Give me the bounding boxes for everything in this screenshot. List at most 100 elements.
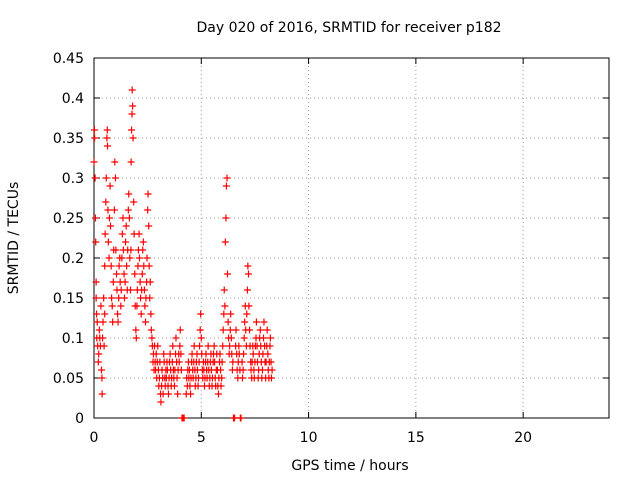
data-point — [123, 262, 131, 270]
data-point — [226, 342, 234, 350]
data-point — [177, 366, 185, 374]
data-point — [118, 230, 126, 238]
y-tick-label: 0.25 — [53, 211, 84, 227]
data-point — [219, 326, 227, 334]
data-point — [111, 174, 119, 182]
data-point — [143, 254, 151, 262]
data-point — [237, 414, 245, 422]
data-point — [196, 342, 204, 350]
data-point — [241, 318, 249, 326]
data-point — [146, 294, 154, 302]
data-point — [120, 270, 128, 278]
y-tick-label: 0 — [75, 411, 84, 427]
data-point — [223, 270, 231, 278]
data-point — [92, 294, 100, 302]
data-point — [102, 174, 110, 182]
y-axis-label: SRMTID / TECUs — [6, 182, 22, 295]
data-point — [105, 214, 113, 222]
data-point — [103, 126, 111, 134]
x-axis-label: GPS time / hours — [291, 458, 408, 474]
data-point — [93, 310, 101, 318]
data-point — [114, 310, 122, 318]
chart-title: Day 020 of 2016, SRMTID for receiver p18… — [196, 20, 501, 36]
x-tick-label: 10 — [300, 430, 318, 446]
data-point — [227, 334, 235, 342]
data-point — [144, 206, 152, 214]
y-tick-label: 0.15 — [53, 291, 84, 307]
x-tick-label: 5 — [197, 430, 206, 446]
data-point — [128, 86, 136, 94]
y-tick-label: 0.4 — [62, 91, 84, 107]
data-point — [244, 262, 252, 270]
data-point — [170, 382, 178, 390]
data-point — [129, 134, 137, 142]
data-point — [221, 302, 229, 310]
data-points — [90, 86, 276, 422]
data-point — [173, 374, 181, 382]
data-point — [227, 310, 235, 318]
data-point — [99, 318, 107, 326]
data-point — [141, 302, 149, 310]
data-point — [197, 334, 205, 342]
data-point — [98, 390, 106, 398]
data-point — [97, 302, 105, 310]
data-point — [267, 374, 275, 382]
data-point — [104, 142, 112, 150]
data-point — [145, 222, 153, 230]
data-point — [111, 158, 119, 166]
data-point — [147, 310, 155, 318]
data-point — [146, 278, 154, 286]
data-point — [107, 222, 115, 230]
data-point — [104, 206, 112, 214]
data-point — [122, 222, 130, 230]
data-point — [126, 286, 134, 294]
data-point — [252, 318, 260, 326]
data-point — [128, 110, 136, 118]
data-point — [260, 318, 268, 326]
data-point — [267, 358, 275, 366]
data-point — [243, 286, 251, 294]
y-tick-label: 0.1 — [62, 331, 84, 347]
data-point — [214, 390, 222, 398]
data-point — [119, 214, 127, 222]
data-point — [124, 206, 132, 214]
data-point — [224, 318, 232, 326]
data-point — [90, 126, 98, 134]
data-point — [245, 302, 253, 310]
data-point — [113, 270, 121, 278]
data-point — [98, 366, 106, 374]
data-point — [147, 326, 155, 334]
data-point — [157, 398, 165, 406]
data-point — [268, 366, 276, 374]
data-point — [174, 390, 182, 398]
data-point — [264, 350, 272, 358]
data-point — [223, 174, 231, 182]
data-point — [145, 262, 153, 270]
data-point — [204, 342, 212, 350]
x-tick-label: 0 — [90, 430, 99, 446]
data-point — [127, 158, 135, 166]
data-point — [266, 342, 274, 350]
data-point — [98, 374, 106, 382]
data-point — [135, 254, 143, 262]
data-point — [177, 350, 185, 358]
data-point — [142, 318, 149, 326]
data-point — [127, 246, 135, 254]
data-point — [180, 414, 188, 422]
data-point — [101, 310, 109, 318]
data-point — [117, 302, 125, 310]
data-point — [101, 262, 109, 270]
x-tick-labels: 0 5 10 15 20 — [90, 430, 533, 446]
data-point — [239, 366, 247, 374]
data-point — [176, 326, 184, 334]
data-point — [90, 158, 98, 166]
data-point — [154, 342, 162, 350]
y-tick-label: 0.05 — [53, 371, 84, 387]
data-point — [104, 238, 112, 246]
data-point — [91, 174, 99, 182]
data-point — [136, 278, 144, 286]
data-point — [108, 302, 116, 310]
data-point — [194, 382, 202, 390]
data-point — [144, 190, 152, 198]
